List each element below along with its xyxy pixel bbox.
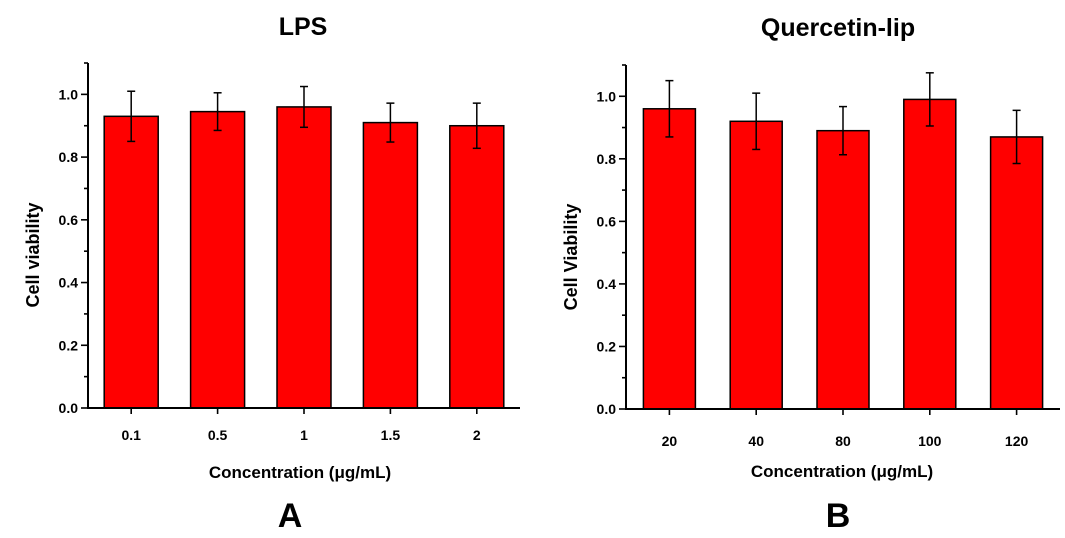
panel-b-y-tick-label: 0.6	[597, 213, 617, 229]
panel-a-letter: A	[278, 497, 303, 533]
panel-b-y-tick-label: 0.4	[597, 276, 617, 292]
panel-a-y-tick-label: 0.4	[59, 275, 79, 291]
panel-b-y-axis-label: Cell Viability	[561, 204, 581, 311]
panel-b-bar	[729, 120, 783, 410]
panel-b-y-tick-label: 1.0	[597, 88, 617, 104]
panel-b: Quercetin-lip 0.0 0.2 0.4 0.6 0.8 1.0 20 40 80 10…	[561, 14, 1060, 535]
panel-b-y-tick-label: 0.0	[597, 401, 617, 417]
panel-b-plot-area: 0.0 0.2 0.4 0.6 0.8 1.0 20 40 80 100 120	[597, 64, 1044, 449]
panel-a-x-tick-label: 1.5	[381, 427, 401, 443]
panel-b-bar	[903, 98, 957, 410]
panel-b-y-tick-label: 0.2	[597, 338, 617, 354]
panel-b-x-axis-label: Concentration (μg/mL)	[751, 462, 933, 481]
panel-a-bar	[449, 124, 505, 409]
panel-a-y-tick-label: 1.0	[59, 86, 79, 102]
panel-a: LPS 0.0 0.2 0.4 0.6 0.8 1.0 0.1 0.5 1 1.5 2 Concen…	[23, 13, 520, 535]
panel-a-y-axis-label: Cell viability	[23, 202, 43, 307]
panel-a-title: LPS	[279, 13, 328, 41]
panel-b-x-tick-label: 120	[1005, 433, 1029, 449]
panel-a-plot-area: 0.0 0.2 0.4 0.6 0.8 1.0 0.1 0.5 1 1.5 2	[59, 62, 505, 443]
panel-b-bar	[816, 129, 870, 410]
panel-b-letter: B	[826, 497, 851, 533]
panel-b-bar	[642, 108, 697, 410]
panel-a-x-tick-label: 2	[473, 427, 481, 443]
panel-b-x-tick-label: 20	[662, 433, 678, 449]
panel-a-bar	[362, 121, 419, 409]
panel-a-x-tick-label: 0.5	[208, 427, 228, 443]
panel-a-x-axis-label: Concentration (μg/mL)	[209, 463, 391, 482]
panel-a-y-tick-label: 0.8	[59, 149, 79, 165]
panel-a-x-tick-label: 0.1	[121, 427, 141, 443]
panel-a-bar	[276, 106, 332, 409]
panel-a-y-tick-label: 0.0	[59, 400, 79, 416]
panel-b-x-tick-label: 40	[748, 433, 764, 449]
panel-b-y-tick-label: 0.8	[597, 151, 617, 167]
panel-b-x-tick-label: 100	[918, 433, 942, 449]
panel-a-y-tick-label: 0.6	[59, 212, 79, 228]
panel-a-y-tick-label: 0.2	[59, 337, 79, 353]
panel-a-x-tick-label: 1	[300, 427, 308, 443]
panel-b-bar	[989, 136, 1044, 410]
panel-a-bar	[103, 115, 159, 409]
panel-b-title: Quercetin-lip	[761, 14, 915, 42]
panel-b-x-tick-label: 80	[835, 433, 851, 449]
panel-a-bar	[189, 110, 246, 409]
